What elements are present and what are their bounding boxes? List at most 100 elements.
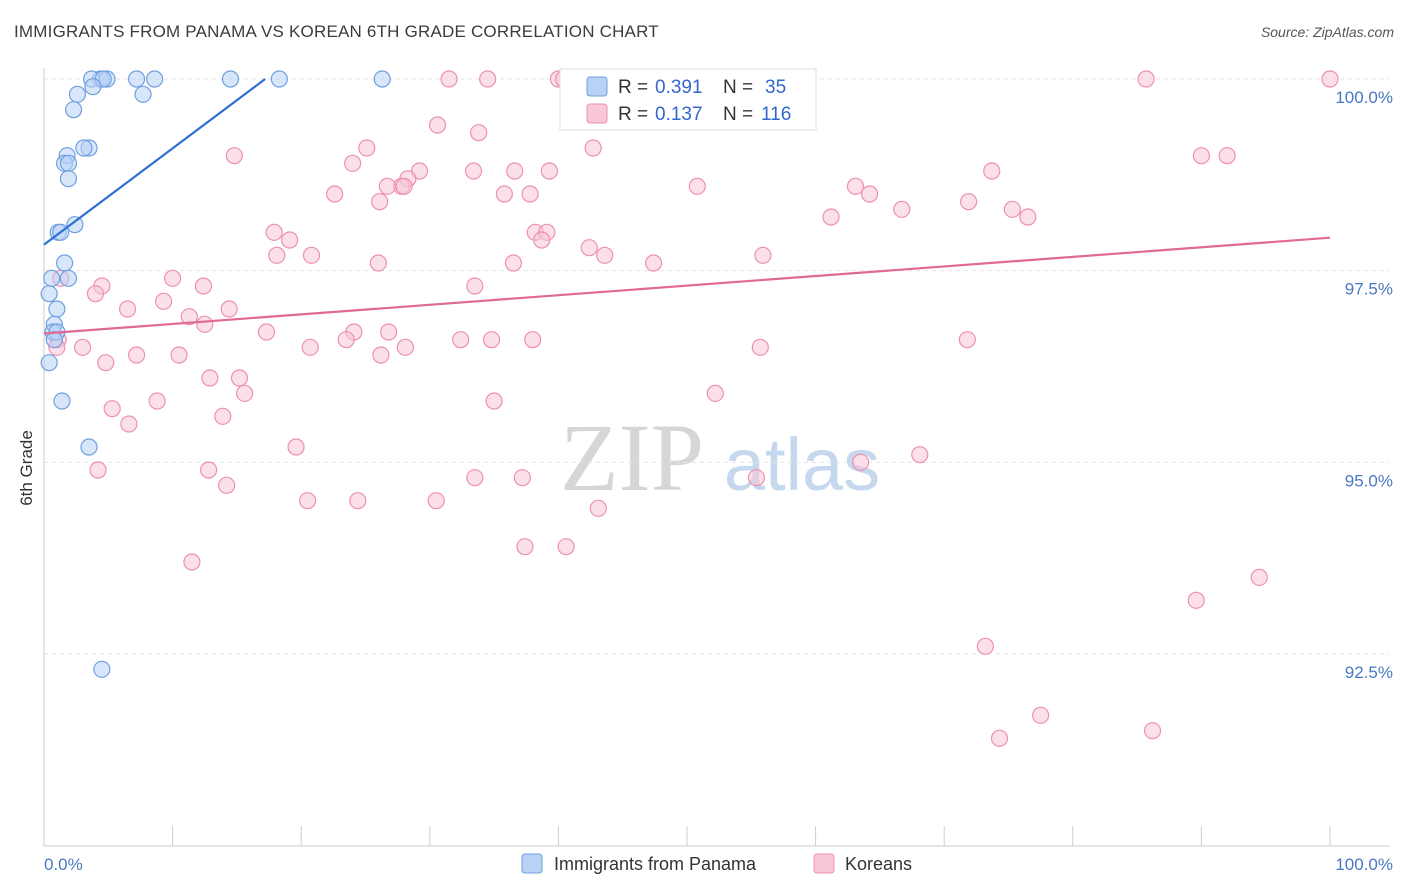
korean-point bbox=[958, 331, 976, 349]
korean-point bbox=[482, 331, 501, 349]
korean-point bbox=[395, 177, 413, 195]
korean-point bbox=[479, 70, 497, 88]
korean-point bbox=[369, 254, 387, 272]
legend-korean-n-label: N = bbox=[723, 104, 753, 125]
korean-point bbox=[97, 354, 115, 372]
korean-point bbox=[452, 331, 470, 349]
legend-panama-n-value: 35 bbox=[765, 77, 786, 98]
korean-point bbox=[196, 315, 214, 333]
korean-point bbox=[516, 538, 534, 556]
korean-point bbox=[180, 308, 198, 326]
legend-panama-r-label: R = bbox=[618, 77, 648, 98]
korean-point bbox=[466, 469, 484, 487]
korean-point bbox=[265, 223, 283, 241]
source-credit: Source: ZipAtlas.com bbox=[1260, 24, 1394, 40]
korean-point bbox=[378, 177, 396, 195]
panama-point bbox=[93, 660, 111, 678]
korean-point bbox=[103, 400, 121, 418]
korean-point bbox=[533, 231, 551, 249]
korean-point bbox=[976, 637, 994, 655]
korean-point bbox=[1192, 147, 1211, 165]
korean-point bbox=[220, 300, 238, 318]
korean-point bbox=[127, 346, 146, 364]
korean-point bbox=[440, 70, 458, 88]
korean-point bbox=[589, 499, 607, 517]
korean-point bbox=[521, 185, 539, 203]
korean-point bbox=[540, 162, 558, 180]
y-tick-label: 100.0% bbox=[1335, 88, 1393, 107]
trend-lines bbox=[43, 78, 1331, 335]
korean-point bbox=[990, 729, 1009, 747]
korean-point bbox=[584, 139, 602, 157]
panama-point bbox=[43, 269, 61, 287]
watermark-zip: ZIP bbox=[560, 404, 704, 511]
korean-point bbox=[1019, 208, 1037, 226]
korean-point bbox=[470, 124, 488, 142]
korean-point bbox=[170, 346, 188, 364]
korean-point bbox=[1003, 200, 1021, 218]
korean-point bbox=[911, 446, 929, 464]
korean-point bbox=[120, 415, 138, 433]
bottom-legend-panama-swatch bbox=[521, 853, 543, 874]
panama-point bbox=[270, 70, 288, 88]
korean-point bbox=[596, 246, 614, 264]
korean-point bbox=[428, 116, 447, 134]
korean-point bbox=[118, 300, 137, 318]
korean-point bbox=[1143, 722, 1162, 740]
panama-point bbox=[64, 101, 83, 119]
korean-point bbox=[349, 492, 367, 510]
y-tick-label: 92.5% bbox=[1345, 663, 1393, 682]
panama-point bbox=[59, 154, 78, 172]
panama-point bbox=[221, 70, 240, 88]
bottom-legend-korean-label: Koreans bbox=[845, 854, 912, 874]
korean-points bbox=[48, 70, 1339, 747]
korean-point bbox=[201, 369, 219, 387]
korean-point bbox=[154, 292, 173, 310]
korean-point bbox=[372, 346, 390, 364]
korean-point bbox=[754, 246, 772, 264]
panama-point bbox=[53, 392, 71, 410]
korean-point bbox=[183, 553, 201, 571]
korean-point bbox=[89, 461, 107, 479]
korean-point bbox=[358, 139, 376, 157]
panama-point bbox=[55, 254, 74, 272]
korean-point bbox=[344, 154, 362, 172]
korean-point bbox=[218, 476, 236, 494]
korean-point bbox=[861, 185, 879, 203]
watermark: ZIP atlas bbox=[560, 404, 880, 511]
korean-point bbox=[148, 392, 166, 410]
panama-point bbox=[75, 139, 93, 157]
korean-point bbox=[466, 277, 484, 295]
korean-point bbox=[380, 323, 398, 341]
korean-point bbox=[464, 162, 483, 180]
korean-point bbox=[301, 338, 319, 356]
korean-point bbox=[706, 384, 724, 402]
panama-point bbox=[80, 438, 98, 456]
korean-point bbox=[281, 231, 299, 249]
legend-korean-r-value: 0.137 bbox=[655, 104, 703, 125]
x-tick-label: 100.0% bbox=[1335, 855, 1393, 874]
korean-point bbox=[1187, 591, 1205, 609]
korean-point bbox=[524, 331, 542, 349]
korean-point bbox=[513, 469, 531, 487]
bottom-legend-panama-label: Immigrants from Panama bbox=[554, 854, 757, 874]
panama-point bbox=[134, 85, 152, 103]
chart-title: IMMIGRANTS FROM PANAMA VS KOREAN 6TH GRA… bbox=[14, 22, 659, 41]
korean-point bbox=[1137, 70, 1155, 88]
korean-point bbox=[236, 384, 254, 402]
axes bbox=[43, 68, 1390, 847]
korean-point bbox=[326, 185, 344, 203]
x-tick-label: 0.0% bbox=[44, 855, 83, 874]
korean-point bbox=[557, 538, 575, 556]
legend-korean-swatch bbox=[586, 103, 608, 124]
korean-point bbox=[485, 392, 503, 410]
korean-point bbox=[506, 162, 524, 180]
korean-point bbox=[495, 185, 513, 203]
korean-point bbox=[504, 254, 522, 272]
panama-point bbox=[66, 216, 84, 234]
korean-point bbox=[337, 331, 355, 349]
gridlines bbox=[44, 78, 1390, 655]
korean-point bbox=[200, 461, 218, 479]
korean-point bbox=[225, 147, 243, 165]
korean-point bbox=[688, 177, 706, 195]
